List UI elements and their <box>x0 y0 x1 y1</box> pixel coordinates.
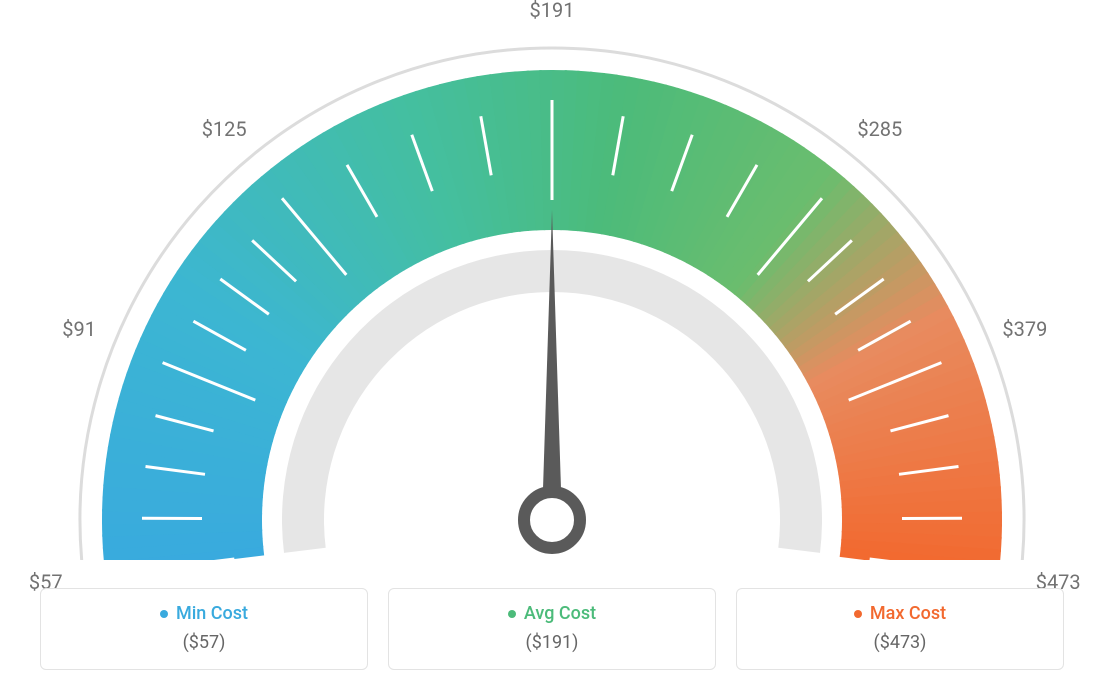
dot-icon <box>508 610 516 618</box>
legend-card-max: Max Cost ($473) <box>736 588 1064 671</box>
legend-label: Avg Cost <box>524 603 596 624</box>
scale-label: $285 <box>857 117 902 141</box>
legend-label: Max Cost <box>870 603 946 624</box>
scale-label: $125 <box>202 117 247 141</box>
legend-card-min: Min Cost ($57) <box>40 588 368 671</box>
legend-card-avg: Avg Cost ($191) <box>388 588 716 671</box>
cost-gauge: $57$91$125$191$285$379$473 <box>0 0 1104 560</box>
scale-label: $191 <box>530 0 575 22</box>
legend-value: ($191) <box>399 632 705 653</box>
legend-value: ($473) <box>747 632 1053 653</box>
legend-value: ($57) <box>51 632 357 653</box>
dot-icon <box>854 610 862 618</box>
dot-icon <box>160 610 168 618</box>
scale-label: $379 <box>1002 317 1047 341</box>
scale-label: $91 <box>62 317 96 341</box>
needle-hub <box>524 492 580 548</box>
legend-label: Min Cost <box>176 603 248 624</box>
legend: Min Cost ($57) Avg Cost ($191) Max Cost … <box>0 588 1104 671</box>
